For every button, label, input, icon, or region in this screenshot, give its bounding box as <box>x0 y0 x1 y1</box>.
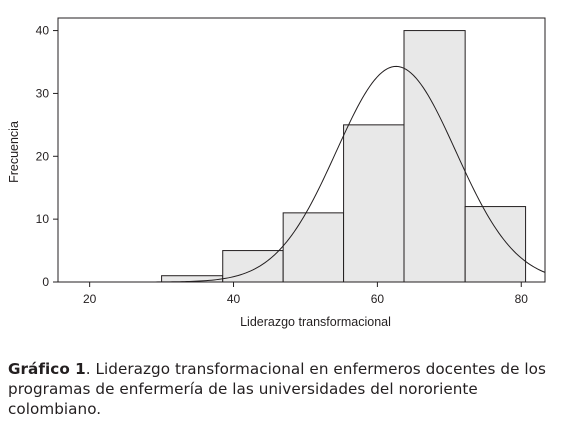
y-tick-label: 0 <box>42 275 49 289</box>
figure-caption: Gráfico 1. Liderazgo transformacional en… <box>8 359 574 419</box>
y-tick-label: 20 <box>36 149 50 163</box>
x-axis-label: Liderazgo transformacional <box>240 315 391 329</box>
y-axis-label: Frecuencia <box>7 121 21 183</box>
caption-label: Gráfico 1 <box>8 360 86 378</box>
y-tick-label: 40 <box>36 24 50 38</box>
x-tick-label: 20 <box>83 292 97 306</box>
normal-curve <box>58 65 546 283</box>
x-tick-label: 60 <box>371 292 385 306</box>
y-tick-label: 30 <box>36 86 50 100</box>
caption-text: . Liderazgo transformacional en enfermer… <box>8 360 546 418</box>
x-tick-label: 40 <box>227 292 241 306</box>
x-tick-label: 80 <box>515 292 529 306</box>
histogram-bar <box>403 30 466 283</box>
histogram-chart: 0 10 20 30 40 20 40 60 80 Liderazgo transformacio… <box>7 17 546 329</box>
histogram-bar <box>464 206 527 283</box>
histogram-bar <box>343 124 405 283</box>
histogram-bar <box>282 212 345 283</box>
y-tick-label: 10 <box>36 212 50 226</box>
